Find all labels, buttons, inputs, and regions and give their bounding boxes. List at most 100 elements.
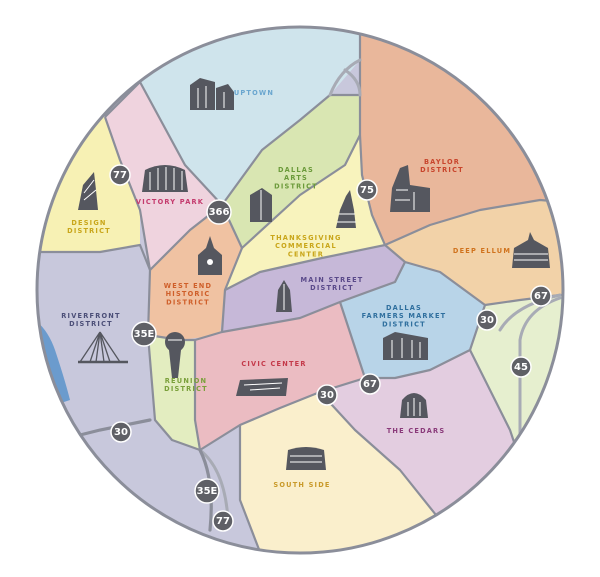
map-boundary bbox=[35, 25, 565, 555]
west-end-historic-district-label: WEST END HISTORIC DISTRICT bbox=[164, 282, 212, 306]
shield-circle bbox=[510, 356, 532, 378]
riverfront-bridge-icon bbox=[78, 331, 128, 364]
victory-park-building-icon bbox=[142, 165, 188, 192]
south-side-building-icon bbox=[286, 447, 326, 470]
highway-shield-30-west[interactable]: 30 bbox=[110, 421, 132, 443]
shield-circle bbox=[316, 384, 338, 406]
label-line: DISTRICT bbox=[69, 320, 113, 328]
label-line: HISTORIC bbox=[166, 290, 211, 298]
arts-district-building-icon bbox=[250, 188, 272, 222]
highway-shield-45[interactable]: 45 bbox=[510, 356, 532, 378]
shield-circle bbox=[109, 164, 131, 186]
label-line: VICTORY PARK bbox=[136, 198, 204, 206]
label-line: DESIGN bbox=[71, 219, 106, 227]
region-deep-ellum[interactable] bbox=[385, 200, 600, 305]
highway-shield-35e-north[interactable]: 35E bbox=[131, 321, 157, 347]
cedars-pavilion-icon bbox=[400, 393, 428, 418]
label-line: DALLAS bbox=[278, 166, 314, 174]
design-district-building-icon bbox=[78, 172, 98, 210]
region-west-end-historic-district[interactable] bbox=[148, 205, 242, 340]
region-east bbox=[470, 295, 563, 460]
reunion-district-label: REUNION DISTRICT bbox=[164, 377, 208, 393]
shield-circle bbox=[131, 321, 157, 347]
highway-shield-67-east[interactable]: 67 bbox=[530, 285, 552, 307]
main-street-district-label: MAIN STREET DISTRICT bbox=[301, 276, 364, 292]
shield-number: 35E bbox=[134, 329, 155, 340]
highway-shield-77-north[interactable]: 77 bbox=[109, 164, 131, 186]
region-civic-center[interactable] bbox=[195, 302, 365, 450]
label-line: DISTRICT bbox=[420, 166, 464, 174]
region-thanksgiving-commercial-center[interactable] bbox=[225, 135, 385, 290]
shield-circle bbox=[212, 510, 234, 532]
shield-number: 30 bbox=[114, 427, 128, 438]
farmers-market-district-label: DALLAS FARMERS MARKET DISTRICT bbox=[362, 304, 447, 328]
thanksgiving-commercial-center-label: THANKSGIVING COMMERCIAL CENTER bbox=[270, 234, 341, 258]
shield-number: 77 bbox=[216, 516, 230, 527]
uptown-building-icon bbox=[190, 78, 234, 110]
shield-circle bbox=[110, 421, 132, 443]
label-line: COMMERCIAL bbox=[275, 242, 337, 250]
landmark-icons bbox=[78, 78, 550, 470]
region-farmers-market-district[interactable] bbox=[340, 262, 485, 378]
farmers-market-building-icon bbox=[383, 332, 428, 360]
label-line: DISTRICT bbox=[382, 320, 426, 328]
label-line: SOUTH SIDE bbox=[273, 481, 330, 489]
highway-shield-30-east[interactable]: 30 bbox=[476, 309, 498, 331]
region-main-street-district[interactable] bbox=[222, 245, 405, 332]
shield-circle bbox=[206, 199, 232, 225]
label-line: UPTOWN bbox=[234, 89, 274, 97]
shield-number: 35E bbox=[197, 486, 218, 497]
label-line: DISTRICT bbox=[164, 385, 208, 393]
region-uptown[interactable] bbox=[120, 20, 360, 205]
thanksgiving-building-icon bbox=[336, 190, 356, 228]
label-line: DISTRICT bbox=[310, 284, 354, 292]
baylor-district-label: BAYLOR DISTRICT bbox=[420, 158, 464, 174]
label-line: DISTRICT bbox=[67, 227, 111, 235]
label-line: DEEP ELLUM bbox=[453, 247, 511, 255]
design-district-label: DESIGN DISTRICT bbox=[67, 219, 111, 235]
district-labels: UPTOWN VICTORY PARK DESIGN DISTRICT DALLA… bbox=[61, 89, 511, 489]
label-line: CENTER bbox=[288, 250, 324, 258]
shield-number: 77 bbox=[113, 170, 127, 181]
label-line: DISTRICT bbox=[274, 182, 318, 190]
region-reunion-district[interactable] bbox=[148, 335, 200, 450]
label-line: ARTS bbox=[284, 174, 308, 182]
shield-circle bbox=[476, 309, 498, 331]
deep-ellum-label: DEEP ELLUM bbox=[453, 247, 511, 255]
south-side-label: SOUTH SIDE bbox=[273, 481, 330, 489]
shield-circle bbox=[356, 179, 378, 201]
label-line: WEST END bbox=[164, 282, 212, 290]
label-line: MAIN STREET bbox=[301, 276, 364, 284]
highway-shield-30-central[interactable]: 30 bbox=[316, 384, 338, 406]
highway-shield-67-central[interactable]: 67 bbox=[359, 373, 381, 395]
shield-number: 75 bbox=[360, 185, 374, 196]
label-line: RIVERFRONT bbox=[61, 312, 120, 320]
shield-number: 67 bbox=[363, 379, 377, 390]
highway-shield-35e-south[interactable]: 35E bbox=[194, 478, 220, 504]
highway-shield-366[interactable]: 366 bbox=[206, 199, 232, 225]
shield-number: 366 bbox=[209, 207, 230, 218]
shield-circle bbox=[359, 373, 381, 395]
highway-shield-75[interactable]: 75 bbox=[356, 179, 378, 201]
shield-number: 67 bbox=[534, 291, 548, 302]
region-south-side[interactable] bbox=[240, 392, 440, 560]
label-line: THE CEDARS bbox=[387, 427, 446, 435]
shield-number: 30 bbox=[320, 390, 334, 401]
label-line: DISTRICT bbox=[166, 298, 210, 306]
victory-park-label: VICTORY PARK bbox=[136, 198, 204, 206]
label-line: REUNION bbox=[165, 377, 207, 385]
west-end-building-icon bbox=[198, 236, 222, 275]
shield-number: 30 bbox=[480, 315, 494, 326]
riverfront-district-label: RIVERFRONT DISTRICT bbox=[61, 312, 120, 328]
civic-center-label: CIVIC CENTER bbox=[241, 360, 306, 368]
shield-circle bbox=[530, 285, 552, 307]
label-line: BAYLOR bbox=[424, 158, 460, 166]
label-line: FARMERS MARKET bbox=[362, 312, 447, 320]
uptown-label: UPTOWN bbox=[234, 89, 274, 97]
main-street-building-icon bbox=[276, 280, 292, 312]
label-line: CIVIC CENTER bbox=[241, 360, 306, 368]
trinity-river bbox=[37, 320, 70, 405]
highway-shield-77-south[interactable]: 77 bbox=[212, 510, 234, 532]
